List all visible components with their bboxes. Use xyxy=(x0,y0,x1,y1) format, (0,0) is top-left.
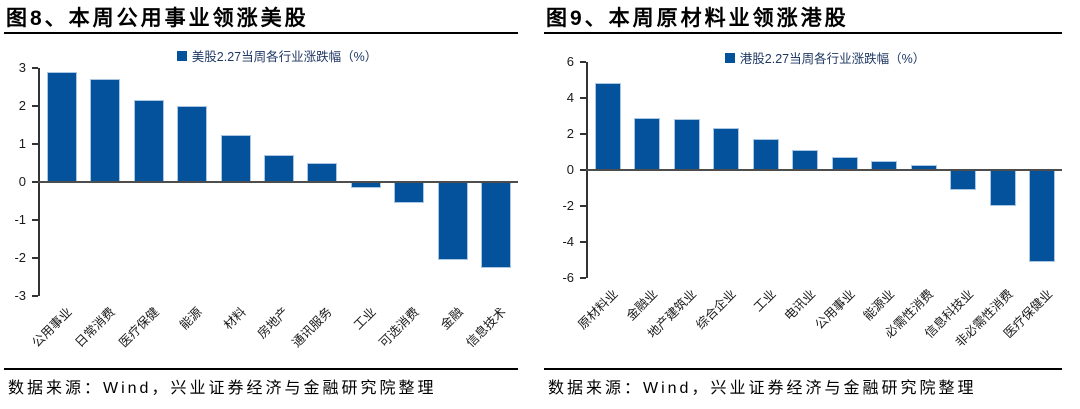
bar-原材料业 xyxy=(594,83,621,170)
bar-信息技术 xyxy=(481,182,512,268)
bar-综合企业 xyxy=(713,128,740,170)
x-axis-label: 材料 xyxy=(220,304,249,333)
legend-swatch-icon xyxy=(724,52,735,63)
bar-材料 xyxy=(220,134,251,182)
zero-baseline xyxy=(38,181,518,183)
bar-chart-us-sectors: 美股2.27当周各行业涨跌幅（%） -3 -2 -1 0 1 2 3 公用事业 日常消费 医疗保健… xyxy=(4,0,518,409)
y-axis-tick xyxy=(32,181,38,183)
x-axis-label: 日常消费 xyxy=(72,304,118,351)
x-axis-label: 原材料业 xyxy=(575,287,621,333)
y-axis-tick-label: -6 xyxy=(562,270,574,286)
y-axis-tick-label: 0 xyxy=(18,174,26,189)
title-divider xyxy=(544,32,1062,34)
y-axis-tick-label: -2 xyxy=(562,198,574,214)
y-axis-tick xyxy=(580,60,586,63)
x-axis-label: 信息技术 xyxy=(463,304,509,351)
bar-医疗保健业 xyxy=(1029,170,1056,263)
data-source-note: 数据来源：Wind，兴业证券经济与金融研究院整理 xyxy=(8,380,437,397)
source-divider xyxy=(544,368,1062,370)
bar-通讯服务 xyxy=(307,163,338,182)
y-axis-tick-label: -1 xyxy=(14,212,26,227)
chart-section-hk-sectors: 图9、本周原材料业领涨港股 港股2.27当周各行业涨跌幅（%） -6 -4 -2 0 2… xyxy=(544,0,1062,409)
bar-chart-hk-sectors: 港股2.27当周各行业涨跌幅（%） -6 -4 -2 0 2 4 6 原材料业 金融业 地产建筑业… xyxy=(544,0,1062,409)
bar-电讯业 xyxy=(792,150,819,170)
x-axis-label: 能源 xyxy=(177,304,205,333)
y-axis-tick xyxy=(580,205,586,208)
legend-label: 港股2.27当周各行业涨跌幅（%） xyxy=(739,52,926,66)
data-source-note: 数据来源：Wind，兴业证券经济与金融研究院整理 xyxy=(548,380,977,397)
bar-金融 xyxy=(437,182,468,260)
y-axis-tick xyxy=(32,143,38,145)
y-axis-tick xyxy=(32,105,38,107)
y-axis-tick xyxy=(32,219,38,221)
y-axis-tick-label: -4 xyxy=(562,234,574,250)
chart-title: 图9、本周原材料业领涨港股 xyxy=(546,7,849,30)
bar-非必需性消费 xyxy=(989,170,1016,207)
y-axis-tick-label: 3 xyxy=(18,60,26,75)
y-axis-tick xyxy=(580,96,586,99)
y-axis-tick-label: 4 xyxy=(566,89,574,105)
y-axis-tick xyxy=(32,295,38,297)
y-axis-tick-label: 1 xyxy=(18,136,26,151)
bar-金融业 xyxy=(634,117,661,170)
y-axis-tick xyxy=(32,257,38,259)
chart-legend: 港股2.27当周各行业涨跌幅（%） xyxy=(588,48,1062,67)
y-axis-tick-label: -2 xyxy=(14,250,26,265)
bar-地产建筑业 xyxy=(673,119,700,170)
bar-信息科技业 xyxy=(950,170,977,191)
x-axis-label: 可选消费 xyxy=(376,304,423,351)
y-axis-tick-label: 2 xyxy=(18,98,26,113)
y-axis-tick-label: -3 xyxy=(14,288,26,303)
source-divider xyxy=(4,368,518,370)
y-axis-tick-label: 6 xyxy=(566,53,574,69)
x-axis-label: 公用事业 xyxy=(812,287,858,333)
y-axis-tick xyxy=(32,67,38,69)
bar-可选消费 xyxy=(394,182,425,203)
y-axis-tick xyxy=(580,169,586,171)
y-axis-tick xyxy=(580,241,586,244)
bar-医疗保健 xyxy=(133,100,164,182)
chart-title: 图8、本周公用事业领涨美股 xyxy=(6,7,309,30)
y-axis-tick xyxy=(580,132,586,135)
x-axis-label: 医疗保健 xyxy=(116,304,162,351)
chart-section-us-sectors: 图8、本周公用事业领涨美股 美股2.27当周各行业涨跌幅（%） -3 -2 -1 0 1… xyxy=(4,0,518,409)
x-axis-label: 工业 xyxy=(750,287,779,315)
x-axis-label: 通讯服务 xyxy=(289,304,336,351)
chart-legend: 美股2.27当周各行业涨跌幅（%） xyxy=(40,46,514,65)
y-axis-tick-label: 0 xyxy=(566,162,574,177)
bar-能源 xyxy=(177,106,208,182)
zero-baseline xyxy=(586,169,1062,171)
x-axis-label: 工业 xyxy=(351,304,379,333)
bar-日常消费 xyxy=(90,79,121,182)
bar-公用事业 xyxy=(46,71,77,182)
y-axis-tick-label: 2 xyxy=(566,125,574,141)
bar-工业 xyxy=(752,139,779,170)
legend-swatch-icon xyxy=(176,50,187,61)
y-axis-tick xyxy=(580,277,586,280)
x-axis-label: 综合企业 xyxy=(693,287,739,333)
x-axis-label: 公用事业 xyxy=(29,304,75,351)
x-axis-label: 金融 xyxy=(437,304,466,333)
bar-房地产 xyxy=(264,155,294,182)
legend-label: 美股2.27当周各行业涨跌幅（%） xyxy=(191,50,378,64)
title-divider xyxy=(4,32,518,34)
